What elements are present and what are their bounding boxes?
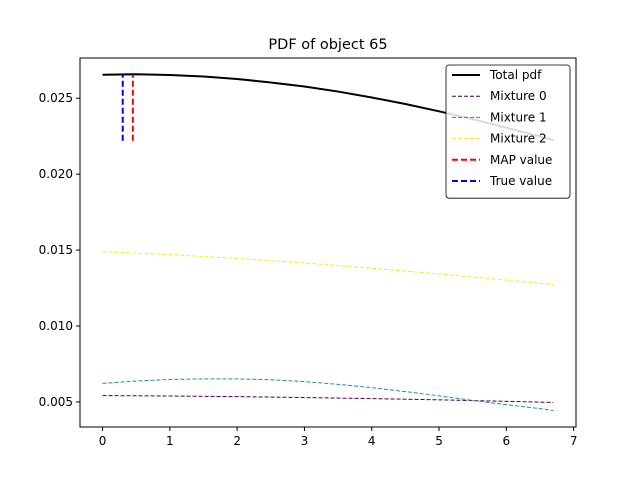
x-tick-label: 1: [166, 434, 174, 448]
legend-label: True value: [489, 174, 552, 188]
x-tick-label: 0: [99, 434, 107, 448]
y-tick-label: 0.025: [39, 91, 73, 105]
legend-label: Total pdf: [489, 68, 542, 82]
axes-frame: [79, 57, 577, 428]
x-tick-label: 6: [503, 434, 511, 448]
y-tick-label: 0.020: [39, 167, 73, 181]
y-tick-label: 0.015: [39, 243, 73, 257]
series-line-mixture-0: [102, 395, 554, 403]
x-tick-label: 2: [233, 434, 241, 448]
x-tick-label: 3: [301, 434, 309, 448]
x-tick-label: 7: [570, 434, 578, 448]
y-tick-label: 0.005: [39, 395, 73, 409]
axes: 0 1 2 3 4 5 6 7 0.005 0.010 0.015 0.020 0.025: [39, 57, 578, 448]
legend-label: Mixture 0: [490, 89, 547, 103]
x-tick-label: 5: [435, 434, 443, 448]
legend-label: MAP value: [490, 153, 552, 167]
chart-title: PDF of object 65: [268, 37, 387, 53]
x-tick-label: 4: [368, 434, 376, 448]
legend-label: Mixture 1: [490, 110, 547, 124]
series-line-mixture-1: [102, 378, 554, 411]
series-line-mixture-2: [102, 251, 554, 286]
legend: Total pdf Mixture 0 Mixture 1 Mixture 2 MAP …: [445, 64, 571, 199]
legend-box: [445, 64, 571, 199]
legend-label: Mixture 2: [490, 132, 547, 146]
y-tick-label: 0.010: [39, 319, 73, 333]
